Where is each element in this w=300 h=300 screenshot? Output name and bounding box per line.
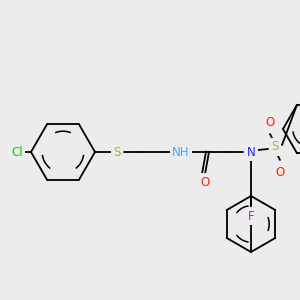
Text: S: S (271, 140, 279, 154)
Text: N: N (247, 146, 255, 158)
Text: S: S (113, 146, 121, 158)
Text: O: O (266, 116, 274, 128)
Text: O: O (275, 166, 285, 178)
Text: Cl: Cl (11, 146, 23, 158)
Text: NH: NH (172, 146, 190, 158)
Text: F: F (248, 209, 254, 223)
Text: O: O (200, 176, 210, 188)
